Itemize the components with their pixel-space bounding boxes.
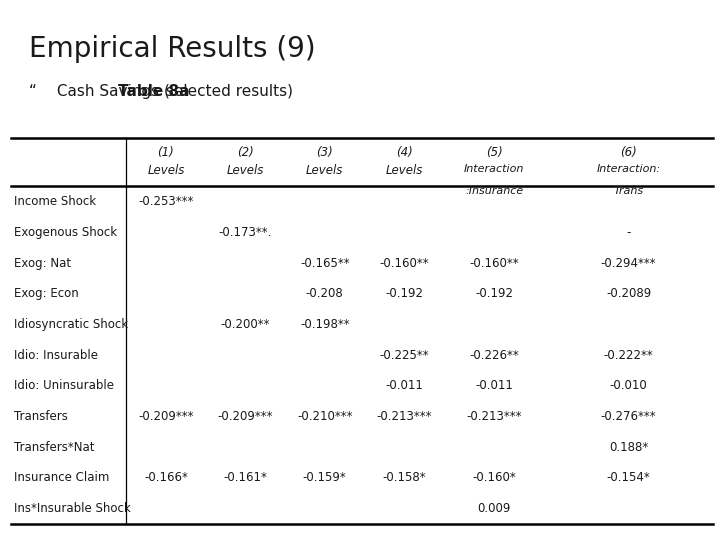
Text: -0.209***: -0.209*** [138,410,194,423]
Text: -0.158*: -0.158* [382,471,426,484]
Text: Interaction: Interaction [464,164,524,174]
Text: 0.009: 0.009 [477,502,511,515]
Text: (1): (1) [158,146,174,159]
Text: -0.166*: -0.166* [144,471,188,484]
Text: -0.010: -0.010 [610,379,647,392]
Text: 0.188*: 0.188* [609,441,648,454]
Text: -0.294***: -0.294*** [600,256,657,269]
Text: Exogenous Shock: Exogenous Shock [14,226,117,239]
Text: Cash Savings (: Cash Savings ( [52,84,170,99]
Text: -0.160**: -0.160** [469,256,519,269]
Text: Levels: Levels [148,164,184,177]
Text: -0.200**: -0.200** [221,318,270,331]
Text: Empirical Results (9): Empirical Results (9) [29,35,315,63]
Text: -0.198**: -0.198** [300,318,349,331]
Text: (6): (6) [620,146,637,159]
Text: -0.213***: -0.213*** [467,410,522,423]
Text: -0.011: -0.011 [475,379,513,392]
Text: -0.253***: -0.253*** [138,195,194,208]
Text: -0.154*: -0.154* [607,471,650,484]
Text: -0.225**: -0.225** [379,348,429,362]
Text: Levels: Levels [227,164,264,177]
Text: -0.209***: -0.209*** [217,410,274,423]
Text: Transfers: Transfers [14,410,68,423]
Text: Income Shock: Income Shock [14,195,96,208]
Text: -0.173**.: -0.173**. [219,226,272,239]
Text: Idio: Uninsurable: Idio: Uninsurable [14,379,114,392]
Text: Trans: Trans [613,186,644,197]
Text: (3): (3) [316,146,333,159]
Text: -0.192: -0.192 [475,287,513,300]
Text: -0.165**: -0.165** [300,256,349,269]
Text: -0.160**: -0.160** [379,256,429,269]
Text: Idiosyncratic Shock: Idiosyncratic Shock [14,318,129,331]
Text: -0.213***: -0.213*** [377,410,432,423]
Text: Interaction:: Interaction: [596,164,661,174]
Text: -0.161*: -0.161* [224,471,267,484]
Text: Transfers*Nat: Transfers*Nat [14,441,95,454]
Text: -0.208: -0.208 [306,287,343,300]
Text: Insurance Claim: Insurance Claim [14,471,109,484]
Text: selected results): selected results) [161,84,292,99]
Text: Levels: Levels [386,164,423,177]
Text: -0.2089: -0.2089 [606,287,651,300]
Text: -0.160*: -0.160* [472,471,516,484]
Text: “: “ [29,84,37,99]
Text: -0.226**: -0.226** [469,348,519,362]
Text: Exog: Econ: Exog: Econ [14,287,79,300]
Text: -0.222**: -0.222** [603,348,654,362]
Text: -0.159*: -0.159* [303,471,346,484]
Text: -0.210***: -0.210*** [297,410,353,423]
Text: Levels: Levels [306,164,343,177]
Text: (5): (5) [486,146,503,159]
Text: :Insurance: :Insurance [465,186,523,197]
Text: -0.276***: -0.276*** [600,410,657,423]
Text: (2): (2) [237,146,254,159]
Text: Exog: Nat: Exog: Nat [14,256,71,269]
Text: Idio: Insurable: Idio: Insurable [14,348,99,362]
Text: (4): (4) [396,146,413,159]
Text: Table 8a: Table 8a [118,84,189,99]
Text: -0.011: -0.011 [385,379,423,392]
Text: -0.192: -0.192 [385,287,423,300]
Text: -: - [626,226,631,239]
Text: Ins*Insurable Shock: Ins*Insurable Shock [14,502,131,515]
